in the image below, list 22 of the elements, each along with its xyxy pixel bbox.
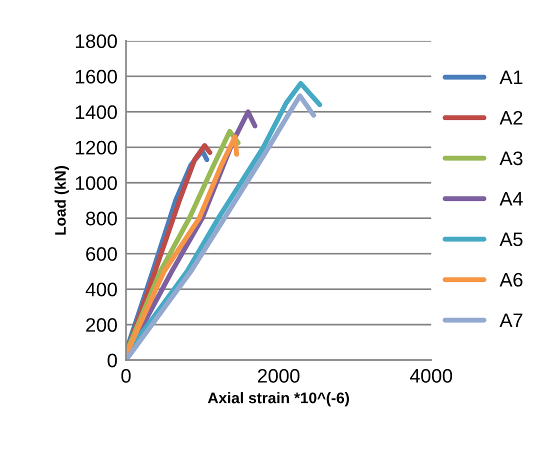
legend-label: A2 — [500, 110, 522, 125]
legend-label: A1 — [500, 70, 522, 84]
y-tick-label: 1400 — [76, 105, 117, 120]
x-axis-title: Axial strain *10^(-6) — [208, 392, 349, 406]
y-axis-title: Load (kN) — [54, 166, 69, 235]
legend-label: A3 — [500, 151, 522, 166]
y-tick-label: 1000 — [76, 176, 117, 190]
legend-label: A5 — [500, 232, 522, 246]
y-tick-label: 800 — [86, 212, 117, 226]
y-tick-label: 0 — [108, 354, 117, 368]
y-tick-label: 1200 — [76, 140, 117, 155]
y-tick-label: 1800 — [76, 34, 117, 48]
x-tick-label: 0 — [121, 368, 131, 383]
y-tick-label: 1600 — [76, 70, 117, 84]
y-tick-label: 400 — [86, 282, 117, 296]
legend-label: A6 — [500, 272, 522, 287]
legend-label: A4 — [500, 192, 523, 206]
x-tick-label: 4000 — [410, 368, 452, 383]
y-tick-label: 600 — [86, 247, 117, 261]
y-tick-label: 200 — [86, 318, 117, 332]
legend-label: A7 — [500, 314, 522, 327]
x-tick-label: 2000 — [258, 368, 300, 383]
